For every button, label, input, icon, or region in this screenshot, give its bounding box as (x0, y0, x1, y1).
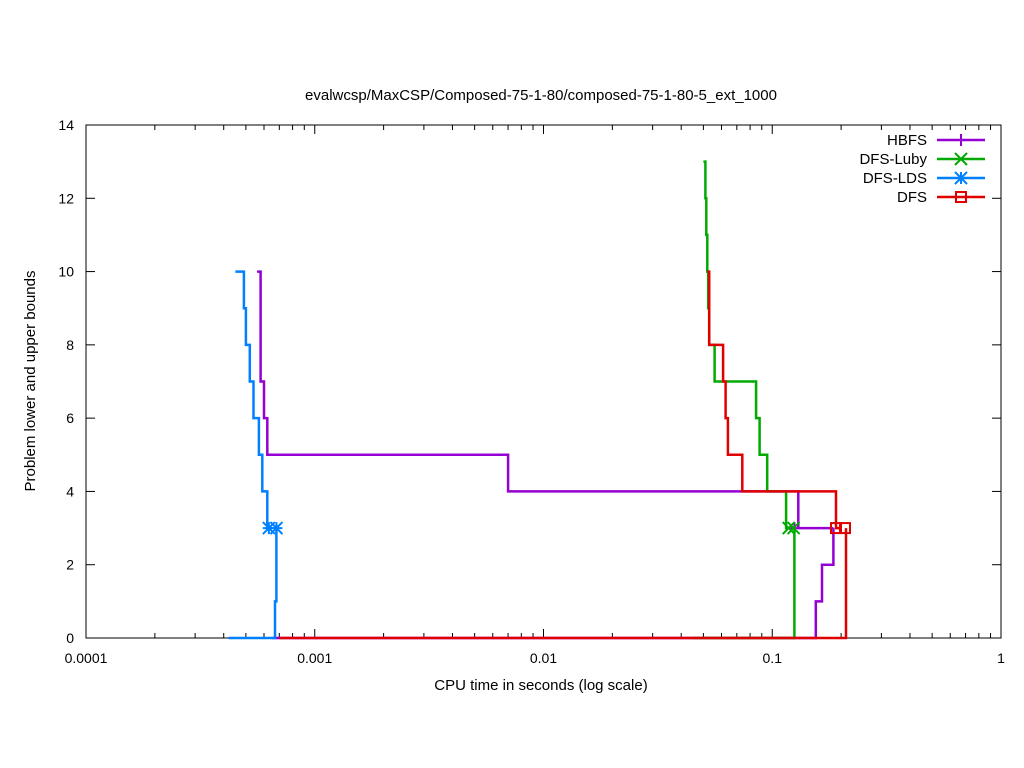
series-upper-bound-line (707, 270, 842, 530)
series-lower-bound-line (272, 528, 835, 640)
y-tick-label: 14 (58, 117, 74, 133)
legend-item: DFS-LDS (863, 170, 985, 187)
series-layer (228, 160, 852, 640)
legend-marker (955, 134, 967, 146)
series-dfs-lds (228, 270, 284, 640)
y-tick-label: 0 (66, 630, 74, 646)
series-upper-bound-line (257, 270, 834, 530)
legend-label: HBFS (887, 132, 927, 149)
y-tick-label: 2 (66, 557, 74, 573)
legend: HBFS DFS-Luby DFS-LDS DFS (859, 132, 985, 206)
legend-label: DFS-Luby (859, 151, 927, 168)
x-tick-label: 0.01 (530, 650, 557, 666)
x-tick-label: 0.001 (297, 650, 332, 666)
legend-marker (954, 152, 968, 166)
data-point-marker (262, 521, 276, 535)
chart-title: evalwcsp/MaxCSP/Composed-75-1-80/compose… (305, 87, 777, 104)
series-hbfs (257, 270, 835, 640)
series-lower-bound-line (692, 528, 796, 640)
x-tick-label: 0.1 (763, 650, 783, 666)
legend-marker (955, 191, 967, 203)
y-axis-title: Problem lower and upper bounds (22, 271, 39, 492)
x-tick-label: 1 (997, 650, 1005, 666)
data-point-marker (786, 521, 801, 535)
data-point-marker (781, 521, 796, 535)
data-point-marker (269, 521, 284, 535)
series-upper-bound-line (235, 270, 272, 530)
legend-item: DFS (897, 189, 985, 206)
series-dfs (279, 270, 852, 640)
legend-marker (954, 171, 968, 185)
series-lower-bound-line (228, 528, 278, 640)
legend-item: DFS-Luby (859, 151, 985, 168)
plot-frame (85, 124, 1002, 639)
y-tick-label: 12 (58, 190, 74, 206)
y-tick-label: 6 (66, 410, 74, 426)
series-lower-bound-line (279, 528, 848, 640)
legend-label: DFS-LDS (863, 170, 927, 187)
series-dfs-luby (692, 160, 801, 640)
data-point-marker (839, 522, 852, 535)
x-tick-label: 0.0001 (65, 650, 108, 666)
y-tick-label: 10 (58, 264, 74, 280)
data-point-marker (830, 522, 843, 535)
y-tick-label: 4 (66, 483, 74, 499)
y-tick-label: 8 (66, 337, 74, 353)
x-axis-title: CPU time in seconds (log scale) (434, 677, 647, 694)
legend-label: DFS (897, 189, 927, 206)
legend-item: HBFS (887, 132, 985, 149)
